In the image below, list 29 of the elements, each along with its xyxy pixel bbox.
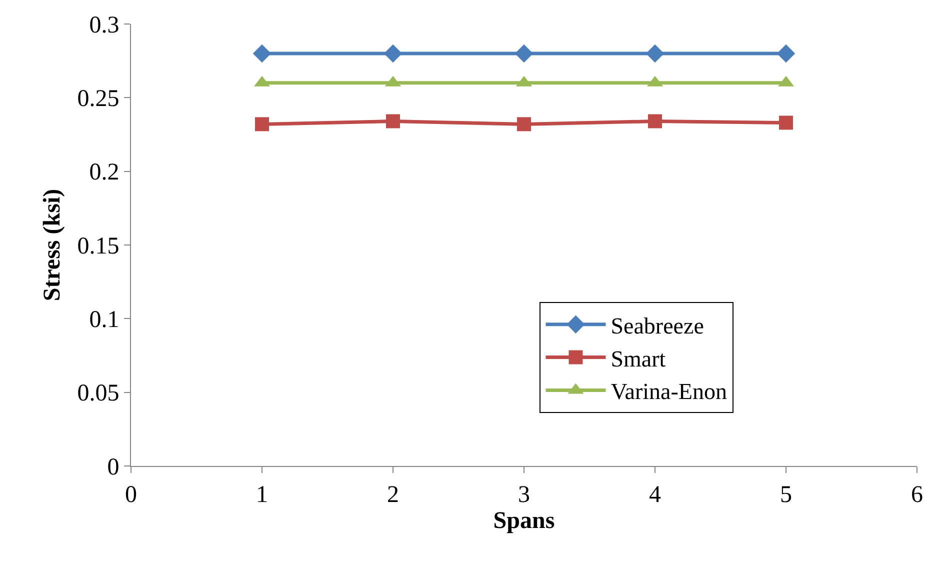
- y-tick-label: 0.1: [89, 307, 120, 334]
- x-tick-label: 4: [649, 482, 661, 508]
- y-tick-label: 0.25: [77, 86, 120, 112]
- y-tick-label: 0.05: [77, 380, 120, 407]
- x-tick-label: 5: [780, 482, 792, 508]
- legend-label: Smart: [610, 346, 666, 372]
- point: [648, 114, 662, 128]
- x-axis-title: Spans: [493, 508, 555, 534]
- point: [255, 117, 269, 132]
- point: [776, 44, 796, 63]
- y-tick-label: 0.3: [89, 12, 120, 38]
- y-tick-label: 0.2: [89, 160, 120, 186]
- point: [386, 114, 400, 128]
- x-tick-label: 3: [518, 482, 530, 508]
- y-axis-title: Stress (ksi): [39, 188, 66, 302]
- point: [384, 44, 402, 63]
- y-tick-label: 0: [107, 454, 120, 480]
- y-tick-label: 0.15: [77, 233, 120, 260]
- legend-label: Seabreeze: [610, 313, 704, 338]
- x-tick-label: 0: [125, 482, 137, 508]
- point: [252, 44, 272, 63]
- x-tick-label: 2: [387, 482, 399, 508]
- point: [779, 116, 793, 130]
- point: [517, 117, 531, 132]
- legend-label: Varina-Enon: [610, 379, 728, 404]
- point: [514, 44, 534, 63]
- point: [646, 44, 664, 63]
- x-tick-label: 1: [256, 482, 268, 508]
- x-tick-label: 6: [911, 482, 923, 508]
